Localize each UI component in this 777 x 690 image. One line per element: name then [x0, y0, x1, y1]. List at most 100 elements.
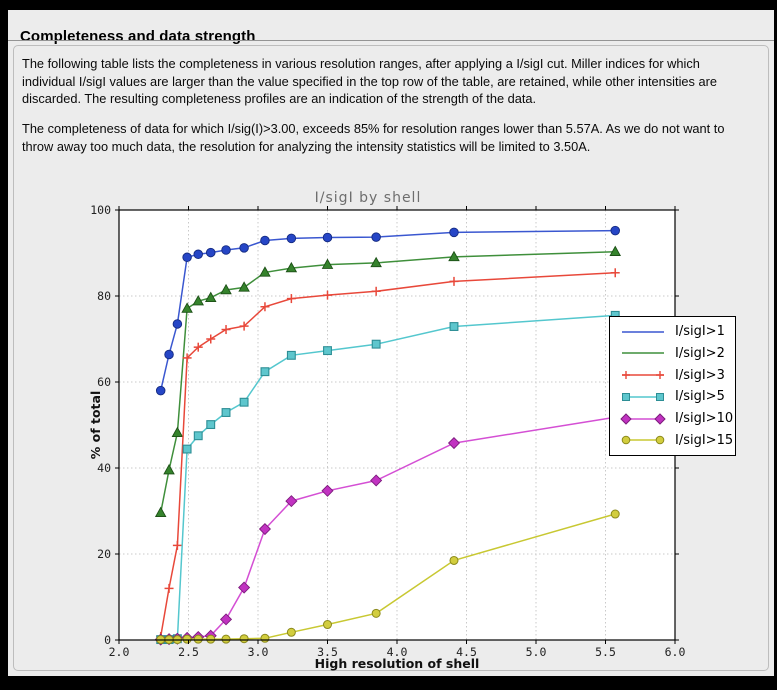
series-line-i-sigi-2: [159, 250, 616, 513]
content-groupbox: The following table lists the completene…: [13, 45, 769, 671]
y-tick-label: 0: [104, 633, 111, 647]
title-divider: [8, 40, 774, 41]
series-line-i-sigi-3: [159, 272, 616, 637]
legend-item: I/sigI>10: [620, 409, 735, 429]
data-point: [155, 385, 166, 396]
data-point: [260, 367, 270, 377]
y-tick-label: 80: [97, 289, 111, 303]
data-point: [258, 523, 271, 536]
chart-legend: I/sigI>1 I/sigI>2 I/sigI>3 I/sigI>5 I/sigI>1…: [609, 316, 736, 456]
legend-marker-circle-small: [621, 435, 631, 445]
y-axis-label: % of total: [88, 391, 103, 460]
x-tick-label: 3.0: [248, 645, 269, 659]
data-point: [171, 426, 184, 437]
data-point: [286, 627, 296, 637]
legend-sample-circle-small: [621, 435, 665, 445]
x-tick-label: 3.5: [317, 645, 338, 659]
data-point: [323, 346, 332, 356]
data-point: [370, 474, 383, 487]
chart-title: I/sigI by shell: [315, 190, 422, 206]
data-point: [286, 233, 297, 244]
data-point: [610, 225, 620, 236]
data-point: [260, 235, 270, 246]
data-point: [206, 420, 216, 430]
page-title: Completeness and data strength: [20, 28, 256, 46]
data-point: [371, 232, 381, 242]
x-tick-label: 2.5: [178, 645, 199, 659]
legend-sample-circle: [622, 330, 664, 333]
data-point: [239, 243, 249, 253]
data-point: [221, 634, 231, 644]
data-point: [172, 319, 183, 329]
data-point: [448, 250, 460, 262]
legend-marker-circle-small: [655, 435, 665, 445]
data-point: [371, 608, 381, 618]
x-tick-label: 4.0: [387, 645, 408, 659]
x-axis-label: High resolution of shell: [315, 656, 480, 671]
legend-item: I/sigI>3: [620, 365, 735, 385]
data-point: [286, 350, 296, 360]
data-point: [285, 495, 298, 508]
data-point: [323, 620, 332, 630]
legend-marker-square: [622, 392, 630, 401]
legend-marker-plus: [622, 371, 630, 380]
data-point: [220, 283, 232, 295]
chart-canvas: 2.0 2.5 3.0 3.5 4.0 4.5 5.0 5.5 6.0 0 20 40 60 80 100 I…: [88, 190, 686, 671]
data-point: [206, 634, 216, 644]
data-point: [164, 349, 174, 360]
legend-marker-diamond: [654, 412, 666, 425]
data-point: [238, 281, 250, 292]
legend-item: I/sigI>15: [620, 430, 735, 450]
legend-marker-diamond: [620, 412, 632, 425]
data-point: [193, 431, 203, 441]
data-point: [238, 581, 251, 594]
data-point: [239, 397, 249, 407]
legend-label: I/sigI>1: [675, 324, 725, 340]
y-tick-label: 100: [90, 203, 111, 217]
data-point: [449, 322, 459, 331]
legend-item: I/sigI>5: [620, 387, 735, 407]
legend-label: I/sigI>10: [675, 411, 734, 427]
data-point: [193, 249, 203, 260]
data-point: [447, 437, 461, 450]
legend-marker-square: [656, 392, 664, 401]
data-point: [610, 509, 620, 519]
legend-item: I/sigI>2: [620, 343, 735, 363]
legend-sample-diamond: [620, 412, 666, 425]
completeness-chart: 2.0 2.5 3.0 3.5 4.0 4.5 5.0 5.5 6.0 0 20 40 60 80 100 I…: [8, 160, 774, 676]
data-point: [192, 295, 204, 306]
x-tick-label: 5.5: [595, 645, 616, 659]
data-point: [182, 634, 192, 644]
data-point: [260, 633, 270, 643]
y-tick-label: 20: [97, 547, 111, 561]
data-point: [163, 464, 175, 475]
data-point: [239, 634, 249, 644]
data-point: [182, 252, 192, 263]
data-point: [321, 258, 334, 269]
legend-label: I/sigI>3: [675, 367, 725, 383]
data-point: [181, 302, 193, 313]
data-point: [219, 613, 233, 626]
data-point: [322, 232, 333, 243]
legend-label: I/sigI>5: [675, 389, 725, 405]
data-point: [370, 256, 382, 268]
x-tick-label: 5.0: [526, 645, 547, 659]
report-page: Completeness and data strength The follo…: [8, 10, 774, 676]
conclusion-paragraph: The completeness of data for which I/sig…: [22, 120, 725, 154]
legend-sample-plus: [622, 371, 664, 380]
data-point: [221, 245, 231, 255]
legend-label: I/sigI>15: [675, 432, 734, 448]
data-point: [221, 408, 231, 417]
data-point: [259, 266, 271, 277]
series-line-i-sigi-1: [159, 229, 616, 391]
legend-sample-square: [622, 392, 664, 401]
data-point: [285, 261, 298, 273]
data-point: [204, 291, 217, 302]
data-point: [154, 506, 167, 517]
legend-marker-plus: [656, 371, 664, 380]
y-tick-label: 60: [97, 375, 111, 389]
x-tick-label: 6.0: [665, 645, 686, 659]
data-point: [205, 247, 216, 258]
x-tick-label: 4.5: [456, 645, 477, 659]
